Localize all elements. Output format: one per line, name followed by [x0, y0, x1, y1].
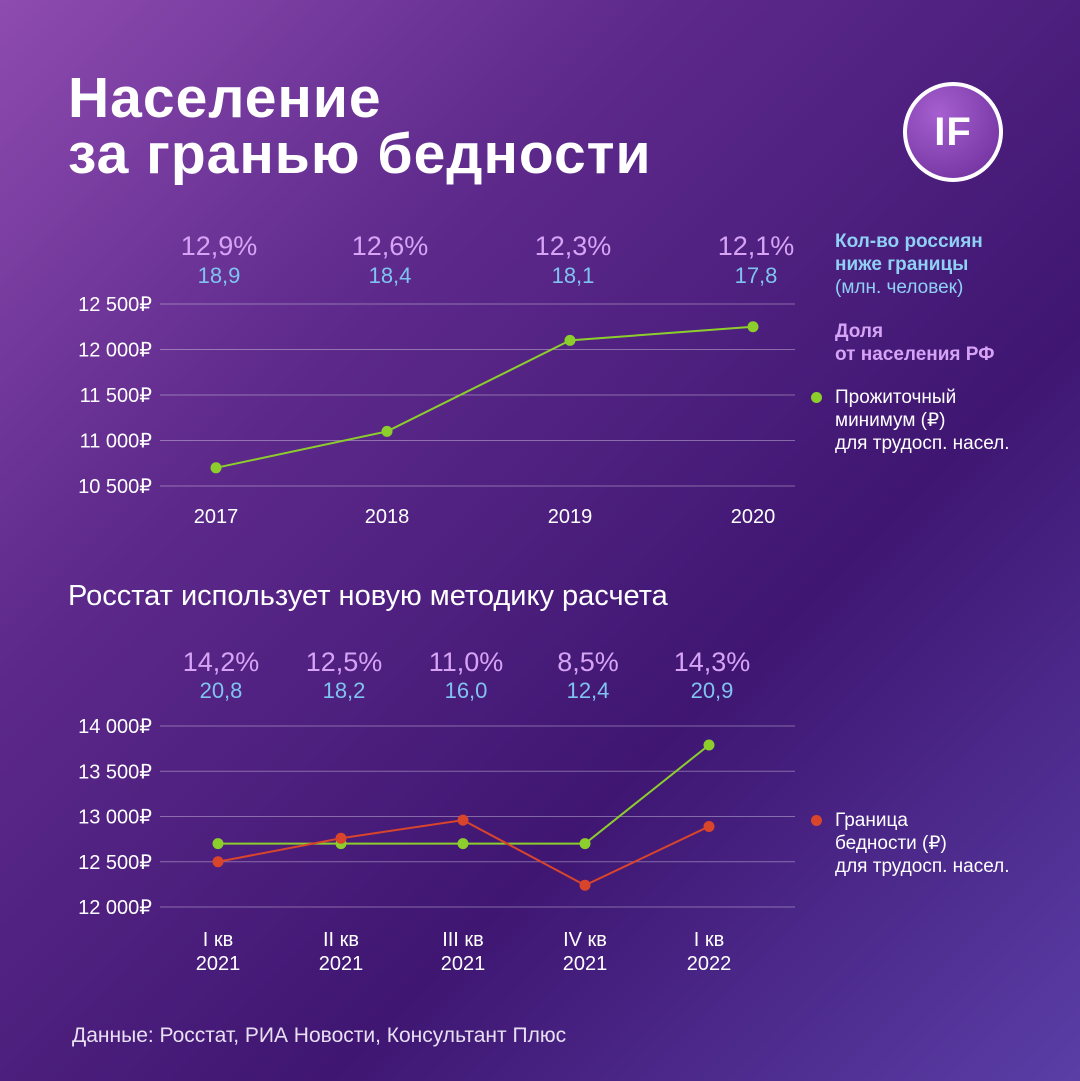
- chart2-y-tick-label: 13 500₽: [78, 761, 152, 783]
- brand-logo: IF: [903, 82, 1003, 182]
- legend-poverty-marker: [811, 815, 822, 826]
- chart2-series-1-point: [212, 838, 224, 850]
- chart1-series-1-line: [215, 325, 754, 469]
- chart2-count-label: 16,0: [445, 678, 488, 703]
- legend-pov-line-1: Граница: [835, 810, 908, 831]
- legend-count-line-1: Кол-во россиян: [835, 231, 983, 252]
- chart1-share-label: 12,6%: [352, 231, 429, 261]
- chart2-share-label: 14,2%: [183, 647, 260, 677]
- chart1-count-label: 17,8: [735, 263, 778, 288]
- chart2-series-2-point: [457, 814, 469, 826]
- chart1-x-tick-label: 2017: [194, 506, 239, 528]
- title-line-1: Население: [68, 66, 382, 130]
- chart2-count-label: 18,2: [323, 678, 366, 703]
- chart1-y-tick-label: 11 000₽: [80, 431, 153, 453]
- legend-min-line-3: для трудосп. насел.: [835, 433, 1010, 454]
- chart1-share-label: 12,9%: [181, 231, 258, 261]
- page-title: Население за гранью бедности: [68, 66, 652, 186]
- chart1-y-tick-label: 10 500₽: [78, 476, 152, 498]
- chart2-share-label: 8,5%: [557, 647, 619, 677]
- chart1-share-label: 12,1%: [718, 231, 795, 261]
- chart1-series-1-point: [564, 334, 576, 346]
- legend-min-line-1: Прожиточный: [835, 387, 957, 408]
- chart1-count-label: 18,1: [552, 263, 595, 288]
- chart2-share-label: 14,3%: [674, 647, 751, 677]
- chart1-x-tick-label: 2019: [548, 506, 593, 528]
- chart2-series-1-line: [218, 744, 710, 845]
- chart2-count-label: 12,4: [567, 678, 610, 703]
- legend-count: Кол-во россиян ниже границы (млн. челове…: [835, 230, 983, 299]
- chart2-x-tick-label: II кв: [323, 929, 359, 951]
- chart1-series-1-point: [747, 321, 759, 333]
- chart2-y-tick-label: 12 000₽: [78, 897, 152, 919]
- chart1-y-tick-label: 12 000₽: [78, 340, 152, 362]
- chart2-count-label: 20,9: [691, 678, 734, 703]
- data-source: Данные: Росстат, РИА Новости, Консультан…: [72, 1024, 567, 1047]
- chart2-count-label: 20,8: [200, 678, 243, 703]
- legend-min-marker: [811, 392, 822, 403]
- chart2-series-2-point: [703, 820, 715, 832]
- legend-min-line-2: минимум (₽): [835, 410, 946, 431]
- chart2-share-label: 11,0%: [429, 647, 504, 677]
- chart2-x-tick-label: I кв: [694, 929, 725, 951]
- legend-share: Доля от населения РФ: [835, 320, 994, 366]
- chart1-y-tick-label: 11 500₽: [80, 385, 153, 407]
- chart2-series-2-point: [212, 856, 224, 868]
- chart1-y-tick-label: 12 500₽: [78, 294, 152, 316]
- chart1-x-tick-label: 2020: [731, 506, 776, 528]
- chart2-y-tick-label: 14 000₽: [78, 716, 152, 738]
- legend-subsistence-minimum: Прожиточный минимум (₽) для трудосп. нас…: [835, 386, 1010, 455]
- legend-count-line-2: ниже границы: [835, 254, 969, 275]
- title-line-2: за гранью бедности: [68, 122, 652, 186]
- chart2-series-1-point: [579, 838, 591, 850]
- legend-pov-line-3: для трудосп. насел.: [835, 856, 1010, 877]
- chart2-series-2-line: [217, 819, 710, 887]
- chart2-series-1-point: [457, 838, 469, 850]
- chart2-x-tick-label: I кв: [203, 929, 234, 951]
- chart2-x-tick-label-year: 2021: [319, 953, 364, 975]
- legend-pov-line-2: бедности (₽): [835, 833, 947, 854]
- legend-count-line-3: (млн. человек): [835, 277, 964, 298]
- chart2-y-tick-label: 12 500₽: [78, 852, 152, 874]
- legend-share-line-2: от населения РФ: [835, 344, 995, 365]
- chart2-share-label: 12,5%: [306, 647, 383, 677]
- chart1-series-1-point: [210, 462, 222, 474]
- chart2-x-tick-label-year: 2021: [196, 953, 241, 975]
- chart2-x-tick-label-year: 2021: [441, 953, 486, 975]
- chart2-x-tick-label: III кв: [442, 929, 484, 951]
- chart2-series-2-point: [335, 832, 347, 844]
- chart-subtitle: Росстат использует новую методику расчет…: [68, 580, 668, 612]
- chart1-series-1-point: [381, 425, 393, 437]
- legend-share-line-1: Доля: [835, 321, 884, 342]
- chart1-count-label: 18,4: [369, 263, 412, 288]
- chart2-y-tick-label: 13 000₽: [78, 807, 152, 829]
- chart2-series-1-point: [703, 739, 715, 751]
- chart2-x-tick-label-year: 2021: [563, 953, 608, 975]
- chart2-series-2-point: [579, 879, 591, 891]
- chart2-x-tick-label: IV кв: [563, 929, 607, 951]
- legend-poverty-line: Граница бедности (₽) для трудосп. насел.: [835, 809, 1010, 878]
- chart1-x-tick-label: 2018: [365, 506, 410, 528]
- chart1-count-label: 18,9: [198, 263, 241, 288]
- chart1-share-label: 12,3%: [535, 231, 612, 261]
- chart2-x-tick-label-year: 2022: [687, 953, 732, 975]
